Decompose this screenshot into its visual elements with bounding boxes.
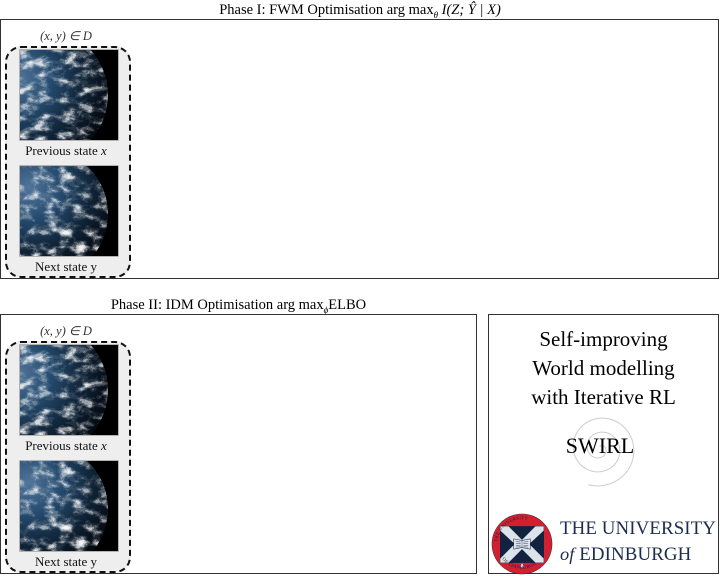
svg-text:SWIRL: SWIRL (566, 433, 634, 458)
